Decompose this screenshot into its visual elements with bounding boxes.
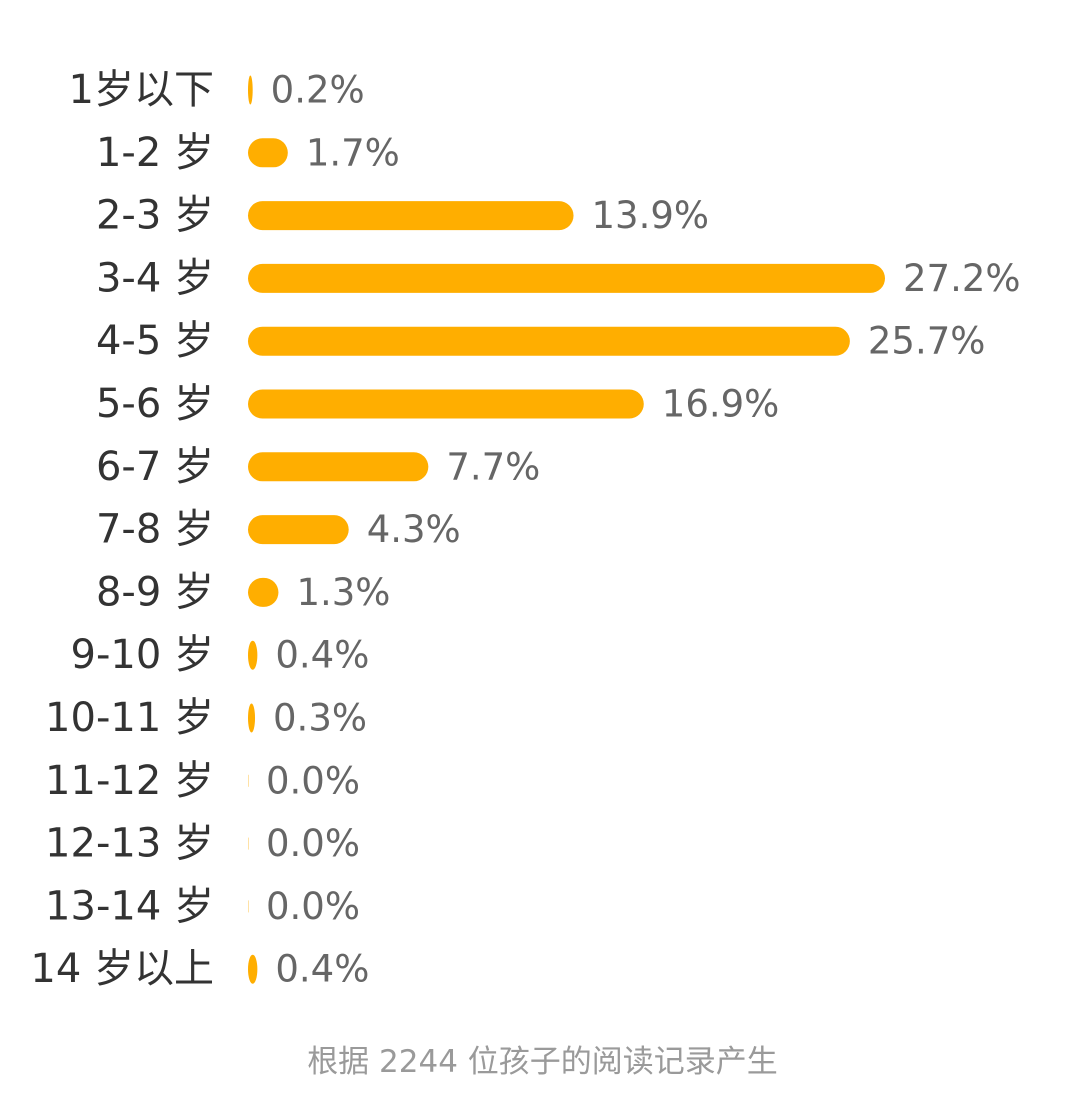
value-label: 1.3% <box>296 571 390 614</box>
bar <box>248 900 249 913</box>
category-label: 6-7 岁 <box>96 444 214 490</box>
value-label: 25.7% <box>868 320 986 363</box>
category-label: 3-4 岁 <box>96 255 214 301</box>
value-label: 1.7% <box>306 131 400 174</box>
value-label: 27.2% <box>903 257 1021 300</box>
chart-footnote: 根据 2244 位孩子的阅读记录产生 <box>307 1044 778 1080</box>
bar <box>248 201 574 231</box>
bar <box>248 452 429 482</box>
category-label: 14 岁以上 <box>30 946 214 992</box>
value-label: 0.2% <box>271 69 365 112</box>
value-label: 7.7% <box>446 445 540 488</box>
category-label: 1岁以下 <box>69 67 214 113</box>
category-label: 8-9 岁 <box>96 569 214 615</box>
bar <box>248 774 249 787</box>
bar <box>248 389 644 419</box>
value-label: 0.4% <box>275 634 369 677</box>
bar <box>248 954 258 984</box>
value-label: 0.0% <box>266 822 360 865</box>
value-label: 0.0% <box>266 885 360 928</box>
value-label: 0.0% <box>266 759 360 802</box>
value-label: 16.9% <box>662 383 780 426</box>
bar <box>248 577 279 607</box>
category-label: 5-6 岁 <box>96 381 214 427</box>
bar <box>248 640 258 670</box>
category-label: 2-3 岁 <box>96 193 214 239</box>
category-label: 13-14 岁 <box>45 883 214 929</box>
category-label: 10-11 岁 <box>45 695 214 741</box>
category-label: 1-2 岁 <box>96 130 214 176</box>
bar <box>248 75 253 105</box>
category-label: 12-13 岁 <box>45 821 214 867</box>
category-label: 11-12 岁 <box>45 758 214 804</box>
bar <box>248 703 256 733</box>
category-label: 9-10 岁 <box>71 632 215 678</box>
value-label: 0.4% <box>275 948 369 991</box>
bar <box>248 263 885 293</box>
bar <box>248 326 850 356</box>
bar <box>248 837 249 850</box>
category-label: 7-8 岁 <box>96 507 214 553</box>
value-label: 0.3% <box>273 697 367 740</box>
value-label: 13.9% <box>592 194 710 237</box>
bar <box>248 138 288 168</box>
category-label: 4-5 岁 <box>96 318 214 364</box>
value-label: 4.3% <box>367 508 461 551</box>
bar <box>248 515 349 545</box>
